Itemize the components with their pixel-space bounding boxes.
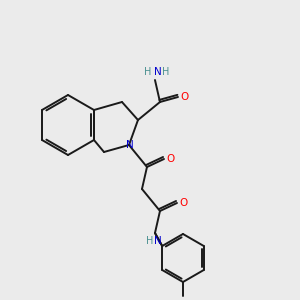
Text: O: O <box>180 198 188 208</box>
Text: N: N <box>154 236 162 246</box>
Text: O: O <box>181 92 189 102</box>
Text: H: H <box>162 67 170 77</box>
Text: N: N <box>154 67 162 77</box>
Text: O: O <box>167 154 175 164</box>
Text: H: H <box>144 67 152 77</box>
Text: N: N <box>126 140 134 150</box>
Text: H: H <box>146 236 154 246</box>
